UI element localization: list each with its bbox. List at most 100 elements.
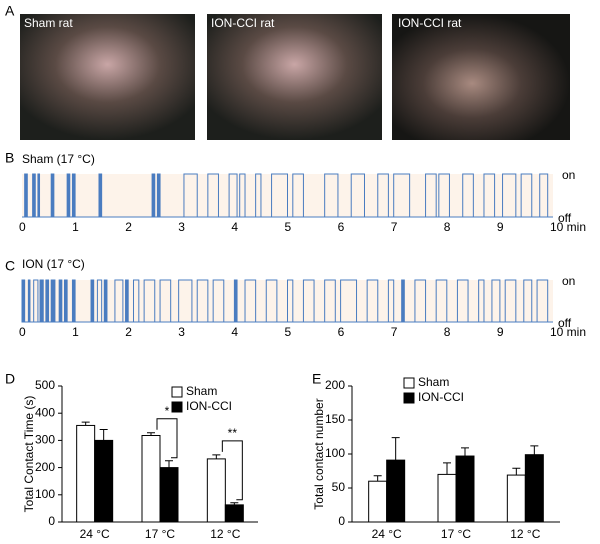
- x-tick-label: 7: [391, 325, 398, 339]
- x-tick-label: 9: [497, 220, 504, 234]
- panel-label: C: [5, 258, 15, 274]
- contact-interval: [255, 173, 262, 218]
- x-tick-label: 9: [497, 325, 504, 339]
- contact-interval: [239, 173, 246, 218]
- contact-interval: [21, 279, 26, 323]
- contact-interval: [233, 279, 238, 323]
- contact-interval: [520, 173, 533, 218]
- significance-bracket: [156, 418, 178, 459]
- state-label: on: [562, 168, 575, 182]
- contact-interval: [425, 173, 437, 218]
- legend-swatch: [403, 392, 415, 404]
- contact-interval: [504, 279, 517, 323]
- bar: [524, 454, 544, 523]
- contact-interval: [33, 279, 39, 323]
- y-tick-label: 50: [332, 480, 346, 494]
- contact-interval: [196, 279, 209, 323]
- error-bar: [461, 447, 469, 457]
- contact-interval: [103, 279, 108, 323]
- contact-interval: [414, 279, 427, 323]
- state-label: off: [558, 211, 572, 225]
- contact-interval: [401, 279, 405, 323]
- x-tick-label: 6: [338, 325, 345, 339]
- contact-interval: [125, 279, 129, 323]
- bar: [386, 459, 406, 523]
- photo-label: ION-CCI rat: [398, 16, 462, 30]
- contact-interval: [324, 279, 336, 323]
- error-bar: [373, 475, 382, 482]
- contact-interval: [50, 173, 55, 218]
- contact-interval: [539, 173, 549, 218]
- contact-interval: [244, 279, 257, 323]
- x-tick-label: 5: [285, 325, 292, 339]
- error-bar: [165, 460, 173, 468]
- x-tick-label: 12 °C: [510, 527, 540, 541]
- x-tick-label: 17 °C: [441, 527, 471, 541]
- panel-label: B: [5, 150, 14, 166]
- bar: [437, 473, 457, 523]
- bar: [455, 455, 475, 523]
- legend-label: Sham: [186, 384, 217, 398]
- panel-label: A: [5, 3, 15, 19]
- y-tick-label: 200: [35, 460, 55, 474]
- photo-label: Sham rat: [24, 16, 73, 30]
- significance-marker: **: [228, 426, 238, 440]
- legend-label: ION-CCI: [186, 399, 232, 413]
- contact-interval: [207, 173, 219, 218]
- error-bar: [147, 432, 155, 436]
- contact-interval: [151, 173, 156, 218]
- contact-interval: [71, 173, 76, 218]
- contact-interval: [71, 279, 76, 323]
- x-tick-label: 6: [338, 220, 345, 234]
- state-label: off: [558, 316, 572, 330]
- x-tick-label: 0: [19, 220, 26, 234]
- x-tick-label: 7: [391, 220, 398, 234]
- contact-interval: [292, 173, 304, 218]
- y-tick-label: 300: [35, 433, 55, 447]
- contact-interval: [90, 279, 95, 323]
- legend-label: ION-CCI: [418, 390, 464, 404]
- trace-title: Sham (17 °C): [22, 152, 95, 166]
- error-bar: [81, 421, 90, 426]
- contact-interval: [523, 279, 533, 323]
- contact-interval: [366, 279, 379, 323]
- contact-interval: [178, 279, 193, 323]
- contact-interval: [183, 173, 198, 218]
- error-bar: [230, 502, 239, 505]
- contact-interval: [265, 279, 278, 323]
- y-tick-label: 0: [338, 514, 345, 528]
- contact-interval: [45, 279, 50, 323]
- x-tick-label: 10 min: [550, 325, 586, 339]
- contact-interval: [491, 279, 501, 323]
- contact-interval: [340, 279, 358, 323]
- contact-interval: [39, 279, 44, 323]
- contact-interval: [302, 279, 315, 323]
- x-tick-label: 24 °C: [80, 527, 110, 541]
- error-bar: [443, 462, 451, 475]
- x-tick-label: 17 °C: [145, 527, 175, 541]
- x-tick-label: 12 °C: [210, 527, 240, 541]
- y-tick-label: 0: [48, 514, 55, 528]
- x-tick-label: 4: [231, 325, 238, 339]
- x-tick-label: 5: [285, 220, 292, 234]
- bar: [224, 504, 244, 523]
- legend-swatch: [403, 377, 415, 389]
- contact-interval: [435, 279, 448, 323]
- contact-interval: [159, 279, 172, 323]
- y-axis-label: Total Contact Time (s): [22, 396, 36, 513]
- bar: [206, 458, 226, 523]
- x-tick-label: 1: [72, 325, 79, 339]
- significance-marker: *: [165, 404, 170, 418]
- y-tick-label: 150: [325, 412, 345, 426]
- contact-interval: [24, 173, 28, 218]
- y-tick-label: 100: [325, 446, 345, 460]
- bar: [94, 439, 114, 523]
- contact-interval: [114, 279, 124, 323]
- contact-interval: [96, 279, 103, 323]
- bar: [141, 435, 161, 523]
- photo: [207, 14, 382, 140]
- contact-interval: [438, 173, 450, 218]
- contact-interval: [66, 173, 71, 218]
- contact-interval: [393, 173, 411, 218]
- y-tick-label: 100: [35, 487, 55, 501]
